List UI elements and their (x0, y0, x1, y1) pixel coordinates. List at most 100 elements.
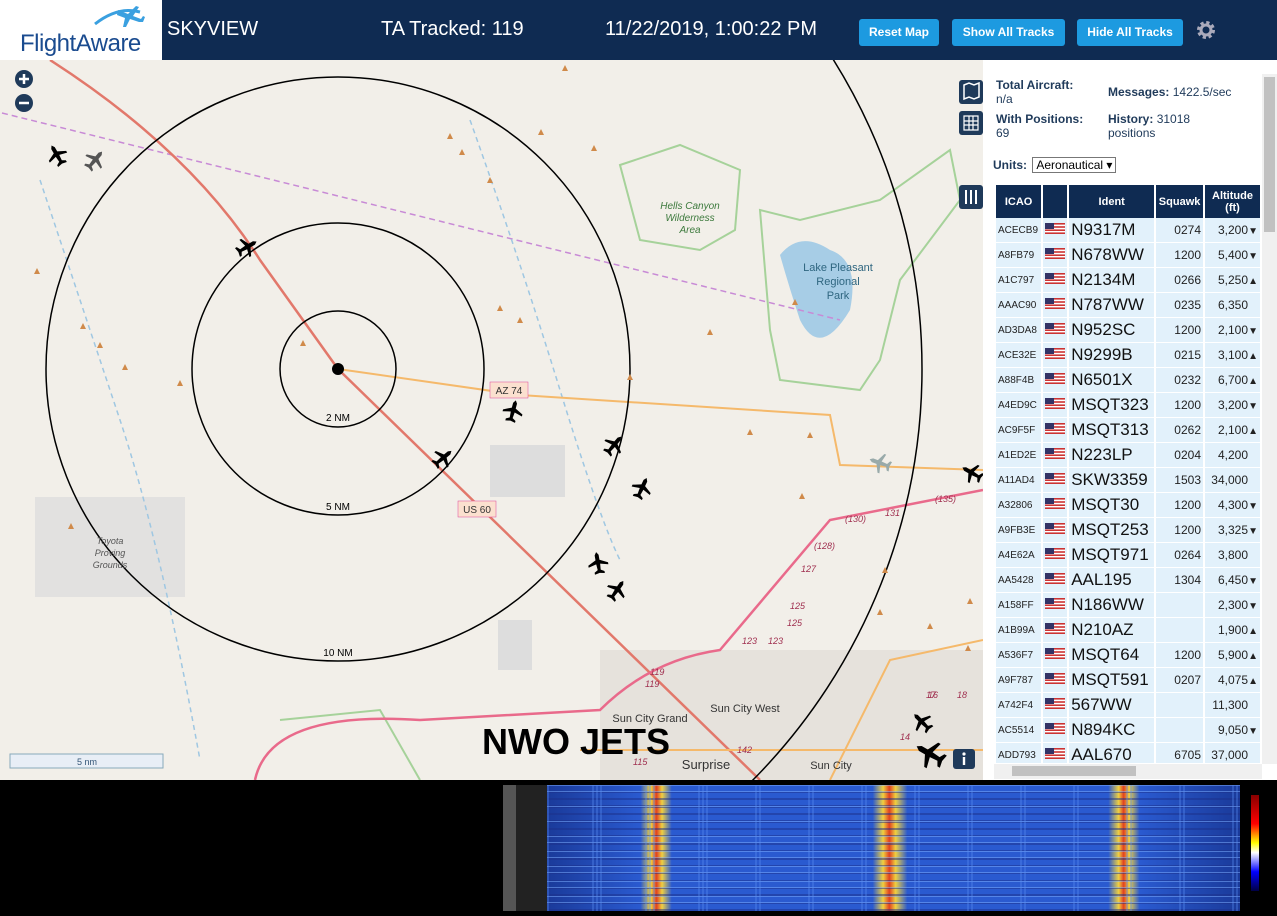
peak (97, 342, 103, 348)
streak (547, 806, 1240, 807)
table-cell: 0266 (1156, 268, 1203, 293)
table-cell: 2,100▼ (1205, 318, 1260, 343)
aircraft-row[interactable]: AC9F5F MSQT313 0262 2,100▲ (996, 418, 1260, 443)
peak (122, 364, 128, 370)
aircraft-row[interactable]: AD3DA8 N952SC 1200 2,100▼ (996, 318, 1260, 343)
streak (918, 785, 920, 911)
map-canvas: 2 NM 5 NM 10 NM AZ 74 US 60 Hells Canyon… (0, 0, 987, 916)
flag (1043, 468, 1068, 493)
aircraft-row[interactable]: A9FB3E MSQT253 1200 3,325▼ (996, 518, 1260, 543)
altitude: 3,100 (1217, 348, 1248, 362)
aircraft-row[interactable]: A9F787 MSQT591 0207 4,075▲ (996, 668, 1260, 693)
aircraft-row[interactable]: A536F7 MSQT64 1200 5,900▲ (996, 643, 1260, 668)
altitude: 3,200 (1217, 398, 1248, 412)
horizontal-scrollbar[interactable] (994, 764, 1262, 779)
table-cell: 9,050▼ (1205, 718, 1260, 743)
streak (759, 785, 761, 911)
aircraft-row[interactable]: A11AD4 SKW3359 1503 34,000 (996, 468, 1260, 493)
peak (877, 609, 883, 615)
table-cell: 567WW (1069, 693, 1155, 718)
table-cell: N952SC (1069, 318, 1155, 343)
aircraft-row[interactable]: A742F4 567WW 11,300 (996, 693, 1260, 718)
zoom-in[interactable] (15, 70, 33, 88)
stat: Messages: 1422.5/sec (1108, 85, 1231, 99)
route-label: 142 (737, 745, 752, 755)
altitude: 5,250 (1217, 273, 1248, 287)
aircraft-row[interactable]: ADD793 AAL670 6705 37,000 (996, 743, 1260, 763)
peak (517, 317, 523, 323)
altitude: 4,075 (1217, 673, 1248, 687)
aircraft-row[interactable]: AA5428 AAL195 1304 6,450▼ (996, 568, 1260, 593)
route-label: 123 (768, 636, 783, 646)
map[interactable]: 2 NM 5 NM 10 NM AZ 74 US 60 Hells Canyon… (0, 0, 987, 916)
column-header[interactable]: Ident (1069, 185, 1155, 218)
column-header (1043, 185, 1068, 218)
streak (812, 785, 814, 911)
us-flag (1045, 398, 1066, 409)
table-cell: A9FB3E (996, 518, 1042, 543)
table-cell: 0274 (1156, 218, 1203, 243)
logo[interactable]: FlightAware (0, 0, 162, 60)
peak (80, 323, 86, 329)
vertical-scrollbar[interactable] (1262, 74, 1277, 764)
column-header[interactable]: ICAO (996, 185, 1042, 218)
table-cell: 4,200 (1205, 443, 1260, 468)
trend: ▲ (1248, 351, 1258, 362)
settings-icon[interactable] (1194, 18, 1218, 42)
aircraft-row[interactable]: A4ED9C MSQT323 1200 3,200▼ (996, 393, 1260, 418)
table-cell: 1200 (1156, 393, 1203, 418)
table-cell: 1200 (1156, 243, 1203, 268)
streak (547, 909, 1240, 910)
streak (547, 813, 1240, 814)
aircraft-row[interactable]: ACECB9 N9317M 0274 3,200▼ (996, 218, 1260, 243)
aircraft-row[interactable]: A8FB79 N678WW 1200 5,400▼ (996, 243, 1260, 268)
aircraft-row[interactable]: A158FF N186WW 2,300▼ (996, 593, 1260, 618)
streak (547, 888, 1240, 889)
streak (547, 880, 1240, 881)
aircraft-row[interactable]: AC5514 N894KC 9,050▼ (996, 718, 1260, 743)
column-header[interactable]: Altitude (ft) (1205, 185, 1260, 218)
altitude: 5,900 (1217, 648, 1248, 662)
table-cell: ACECB9 (996, 218, 1042, 243)
altitude: 2,100 (1217, 423, 1248, 437)
aircraft-row[interactable]: A1C797 N2134M 0266 5,250▲ (996, 268, 1260, 293)
aircraft-row[interactable]: AAAC90 N787WW 0235 6,350 (996, 293, 1260, 318)
table-cell: MSQT591 (1069, 668, 1155, 693)
streak (547, 792, 1240, 793)
flag (1043, 443, 1068, 468)
stat-label: With Positions: (996, 112, 1084, 126)
spectrum-panel (0, 785, 1277, 911)
table-cell: A536F7 (996, 643, 1042, 668)
aircraft-row[interactable]: A1ED2E N223LP 0204 4,200 (996, 443, 1260, 468)
table-cell: N186WW (1069, 593, 1155, 618)
table-cell: 5,900▲ (1205, 643, 1260, 668)
units-select[interactable]: Aeronautical ▾ (1032, 157, 1117, 173)
units-label: Units: (993, 158, 1027, 172)
aircraft-row[interactable]: A4E62A MSQT971 0264 3,800 (996, 543, 1260, 568)
route-label: (135) (935, 494, 956, 504)
altitude: 34,000 (1211, 473, 1248, 487)
aircraft-row[interactable]: A32806 MSQT30 1200 4,300▼ (996, 493, 1260, 518)
zoom-out[interactable] (15, 94, 33, 112)
table-cell: 6,350 (1205, 293, 1260, 318)
show-tracks-button[interactable]: Show All Tracks (952, 19, 1065, 46)
peak (792, 299, 798, 305)
peak (627, 374, 633, 380)
hide-tracks-button[interactable]: Hide All Tracks (1077, 19, 1183, 46)
table-cell: 1304 (1156, 568, 1203, 593)
map-controls[interactable] (953, 80, 983, 769)
route-label: 16 (928, 690, 938, 700)
aircraft-row[interactable]: A1B99A N210AZ 1,900▲ (996, 618, 1260, 643)
area-label: Park (827, 290, 850, 302)
column-header[interactable]: Squawk (1156, 185, 1203, 218)
trend: ▼ (1248, 726, 1258, 737)
trend: ▼ (1248, 251, 1258, 262)
aircraft-row[interactable]: A88F4B N6501X 0232 6,700▲ (996, 368, 1260, 393)
reset-map-button[interactable]: Reset Map (859, 19, 939, 46)
altitude: 4,300 (1217, 498, 1248, 512)
altitude: 3,325 (1217, 523, 1248, 537)
aircraft-row[interactable]: ACE32E N9299B 0215 3,100▲ (996, 343, 1260, 368)
route-label: (130) (845, 514, 866, 524)
flag (1043, 493, 1068, 518)
